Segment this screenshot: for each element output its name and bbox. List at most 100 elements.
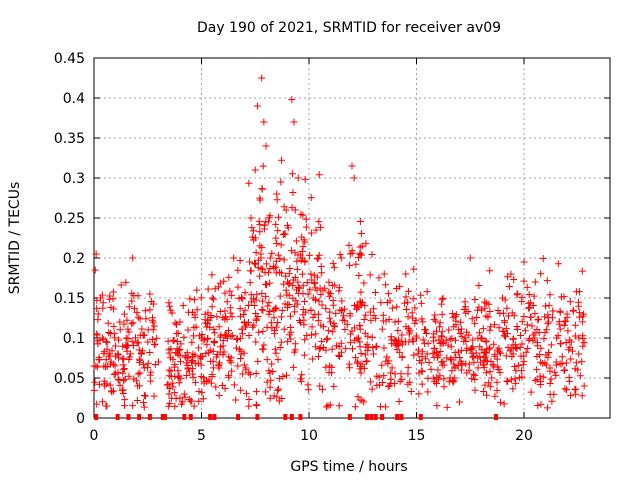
data-point <box>171 373 179 381</box>
data-point <box>171 319 179 327</box>
data-point <box>417 299 425 307</box>
data-point <box>130 292 138 300</box>
data-point <box>457 318 465 326</box>
data-point <box>317 290 325 298</box>
data-point <box>258 306 266 314</box>
data-point <box>361 329 369 337</box>
data-point <box>294 278 302 286</box>
data-point <box>430 378 438 386</box>
data-point <box>404 380 412 388</box>
data-point <box>462 309 470 317</box>
data-point <box>430 345 438 353</box>
data-point <box>228 367 236 375</box>
data-point <box>417 359 425 367</box>
data-point <box>518 340 526 348</box>
data-point <box>520 352 528 360</box>
data-point <box>227 354 235 362</box>
data-point <box>563 386 571 394</box>
data-point <box>287 335 295 343</box>
x-tick-label: 20 <box>515 428 533 444</box>
data-point <box>361 351 369 359</box>
data-point <box>432 317 440 325</box>
data-point <box>289 189 297 197</box>
data-point <box>367 378 375 386</box>
data-point <box>439 294 447 302</box>
data-point <box>267 376 275 384</box>
data-point <box>366 308 374 316</box>
data-point <box>481 304 489 312</box>
data-point <box>437 339 445 347</box>
data-point <box>105 352 113 360</box>
data-point <box>336 250 344 258</box>
data-point <box>272 269 280 277</box>
data-point <box>190 332 198 340</box>
data-point <box>177 374 185 382</box>
data-point <box>357 288 365 296</box>
zero-line-mark <box>347 414 352 420</box>
data-point <box>282 286 290 294</box>
data-point <box>567 355 575 363</box>
data-point <box>362 311 370 319</box>
data-point <box>246 258 254 266</box>
data-point <box>266 279 274 287</box>
data-point <box>304 381 312 389</box>
data-point <box>96 380 104 388</box>
data-point <box>92 362 100 370</box>
data-point <box>496 369 504 377</box>
data-point <box>123 316 131 324</box>
data-point <box>346 261 354 269</box>
data-point <box>147 298 155 306</box>
data-point <box>108 388 116 396</box>
data-point <box>136 355 144 363</box>
data-point <box>360 316 368 324</box>
data-point <box>337 307 345 315</box>
data-point <box>225 327 233 335</box>
data-point <box>513 290 521 298</box>
data-point <box>430 315 438 323</box>
data-point <box>122 341 130 349</box>
data-point <box>397 370 405 378</box>
data-point <box>339 316 347 324</box>
data-point <box>561 366 569 374</box>
data-point <box>189 373 197 381</box>
data-point <box>309 294 317 302</box>
data-point <box>215 323 223 331</box>
data-point <box>114 368 122 376</box>
data-point <box>398 376 406 384</box>
y-tick-label: 0.3 <box>63 171 85 187</box>
data-point <box>135 346 143 354</box>
data-point <box>252 338 260 346</box>
data-point <box>353 359 361 367</box>
data-point <box>254 264 262 272</box>
data-point <box>369 305 377 313</box>
data-point <box>565 377 573 385</box>
data-point <box>561 385 569 393</box>
data-point <box>302 223 310 231</box>
data-point <box>510 276 518 284</box>
data-point <box>205 349 213 357</box>
data-point <box>266 212 274 220</box>
data-point <box>185 367 193 375</box>
data-point <box>477 334 485 342</box>
data-point <box>512 343 520 351</box>
zero-line-mark <box>380 414 385 420</box>
data-point <box>546 367 554 375</box>
grid <box>94 58 610 418</box>
data-point <box>533 375 541 383</box>
data-point <box>297 210 305 218</box>
zero-line-mark <box>188 414 193 420</box>
data-point <box>272 257 280 265</box>
data-point <box>438 361 446 369</box>
data-point <box>208 294 216 302</box>
data-point <box>270 314 278 322</box>
data-point <box>362 343 370 351</box>
data-point <box>419 318 427 326</box>
data-point <box>545 301 553 309</box>
data-point <box>180 333 188 341</box>
zero-line-mark <box>147 414 152 420</box>
data-point <box>536 372 544 380</box>
data-point <box>471 371 479 379</box>
data-point <box>454 361 462 369</box>
data-point <box>274 227 282 235</box>
data-point <box>457 366 465 374</box>
